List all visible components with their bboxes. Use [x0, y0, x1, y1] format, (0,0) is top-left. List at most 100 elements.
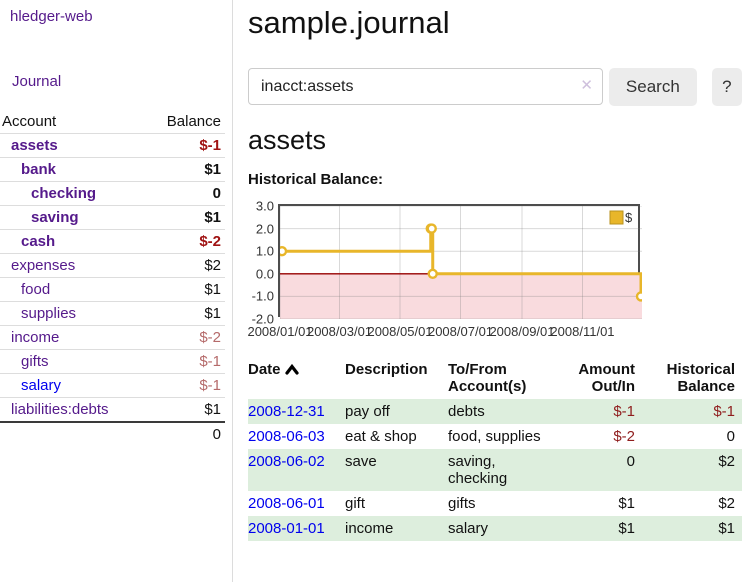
account-link-salary[interactable]: salary: [21, 377, 62, 394]
chart-x-axis-labels: 2008/01/01 2008/03/01 2008/05/01 2008/07/01…: [247, 324, 642, 340]
accounts-header-account: Account: [2, 113, 57, 130]
account-row: expenses $2: [0, 253, 225, 278]
account-row: checking 0: [0, 181, 225, 206]
clear-search-icon[interactable]: ✕: [580, 77, 593, 94]
accounts-header-row: Account Balance: [0, 110, 225, 134]
account-balance: $-1: [199, 377, 221, 394]
register-header-tofrom: To/From Account(s): [448, 361, 527, 395]
account-link-liabilities-debts[interactable]: liabilities:debts: [11, 401, 109, 418]
account-balance: $-1: [199, 137, 221, 154]
x-tick-label: 2008/09/01: [489, 324, 555, 339]
y-tick-label: -1.0: [251, 288, 274, 304]
transaction-description: eat & shop: [345, 428, 417, 445]
accounts-total: 0: [212, 426, 221, 443]
account-link-checking[interactable]: checking: [31, 185, 97, 202]
register-table: Date Description To/From Account(s) Amou…: [248, 359, 742, 541]
transaction-tofrom: food, supplies: [448, 428, 541, 445]
account-link-cash[interactable]: cash: [21, 233, 56, 250]
account-balance: $1: [204, 161, 221, 178]
x-tick-label: 2008/05/01: [367, 324, 433, 339]
transaction-tofrom: saving, checking: [448, 453, 508, 487]
account-balance: $1: [204, 305, 221, 322]
historical-balance-chart: 3.0 2.0 1.0 0.0 -1.0 -2.0 $ 2008/01/01 2008/03…: [247, 198, 742, 342]
account-link-assets[interactable]: assets: [11, 137, 58, 154]
transaction-tofrom: debts: [448, 403, 485, 420]
transaction-balance: $2: [718, 495, 735, 512]
transaction-tofrom: gifts: [448, 495, 476, 512]
help-button[interactable]: ?: [711, 68, 742, 106]
account-row: bank $1: [0, 157, 225, 182]
sidebar-item-journal[interactable]: Journal: [12, 73, 62, 90]
accounts-header-balance: Balance: [166, 113, 221, 130]
transaction-balance: 0: [726, 428, 735, 445]
account-link-saving[interactable]: saving: [31, 209, 79, 226]
accounts-table: Account Balance assets $-1 bank $1 check…: [0, 110, 225, 446]
account-balance: $1: [204, 209, 221, 226]
account-balance: $1: [204, 401, 221, 418]
account-link-supplies[interactable]: supplies: [21, 305, 77, 322]
account-row: food $1: [0, 277, 225, 302]
y-tick-label: 3.0: [255, 198, 274, 214]
y-tick-label: 0.0: [255, 266, 274, 282]
search-bar: ✕ Search ?: [248, 68, 742, 106]
x-tick-label: 2008/01/01: [247, 324, 313, 339]
account-link-income[interactable]: income: [11, 329, 60, 346]
brand-link[interactable]: hledger-web: [10, 8, 93, 25]
y-tick-label: 2.0: [255, 221, 274, 237]
x-tick-label: 2008/03/01: [306, 324, 373, 339]
register-header-date[interactable]: Date: [248, 359, 345, 399]
chart-y-axis-labels: 3.0 2.0 1.0 0.0 -1.0 -2.0: [248, 199, 274, 327]
search-button[interactable]: Search: [608, 68, 697, 106]
account-row: assets $-1: [0, 133, 225, 158]
transaction-date-link[interactable]: 2008-01-01: [248, 520, 325, 537]
account-balance: $-1: [199, 353, 221, 370]
transaction-description: save: [345, 453, 377, 470]
sort-ascending-icon: [284, 364, 299, 375]
account-link-food[interactable]: food: [21, 281, 51, 298]
account-row: liabilities:debts $1: [0, 397, 225, 423]
svg-text:$: $: [625, 210, 633, 225]
account-balance: $-2: [199, 329, 221, 346]
chart-svg: $: [280, 206, 642, 319]
x-tick-label: 2008/11/01: [550, 324, 615, 339]
register-row: 2008-01-01 income salary $1 $1: [248, 516, 742, 541]
sidebar: hledger-web Journal Account Balance asse…: [0, 0, 233, 582]
y-tick-label: 1.0: [255, 243, 274, 259]
transaction-description: pay off: [345, 403, 390, 420]
chart-plot-area: $: [278, 204, 642, 319]
account-link-expenses[interactable]: expenses: [11, 257, 76, 274]
account-link-gifts[interactable]: gifts: [21, 353, 49, 370]
transaction-tofrom: salary: [448, 520, 489, 537]
transaction-date-link[interactable]: 2008-06-02: [248, 453, 325, 470]
chart-title: Historical Balance:: [248, 171, 384, 188]
register-header-balance: Historical Balance: [666, 361, 735, 395]
register-header-description: Description: [345, 361, 428, 378]
account-balance: $2: [204, 257, 221, 274]
account-row: cash $-2: [0, 229, 225, 254]
register-header-amount: Amount Out/In: [578, 361, 635, 395]
x-tick-label: 2008/07/01: [427, 324, 494, 339]
register-row: 2008-06-03 eat & shop food, supplies $-2…: [248, 424, 742, 449]
account-row: salary $-1: [0, 373, 225, 398]
transaction-amount: $1: [618, 520, 635, 537]
account-title: assets: [248, 125, 327, 155]
page-title: sample.journal: [248, 5, 450, 40]
account-link-bank[interactable]: bank: [21, 161, 57, 178]
search-input[interactable]: [248, 68, 603, 105]
transaction-date-link[interactable]: 2008-06-01: [248, 495, 325, 512]
register-row: 2008-12-31 pay off debts $-1 $-1: [248, 399, 742, 424]
transaction-amount: $-1: [613, 403, 635, 420]
main-content: sample.journal ✕ Search ? assets Histori…: [247, 0, 742, 541]
account-balance: 0: [212, 185, 221, 202]
transaction-amount: 0: [626, 453, 635, 470]
transaction-date-link[interactable]: 2008-06-03: [248, 428, 325, 445]
transaction-date-link[interactable]: 2008-12-31: [248, 403, 325, 420]
y-tick-label: -2.0: [251, 311, 274, 327]
transaction-description: gift: [345, 495, 366, 512]
accounts-total-row: 0: [0, 422, 225, 446]
register-row: 2008-06-01 gift gifts $1 $2: [248, 491, 742, 516]
account-row: income $-2: [0, 325, 225, 350]
transaction-balance: $-1: [713, 403, 735, 420]
register-header-row: Date Description To/From Account(s) Amou…: [248, 359, 742, 399]
account-row: gifts $-1: [0, 349, 225, 374]
